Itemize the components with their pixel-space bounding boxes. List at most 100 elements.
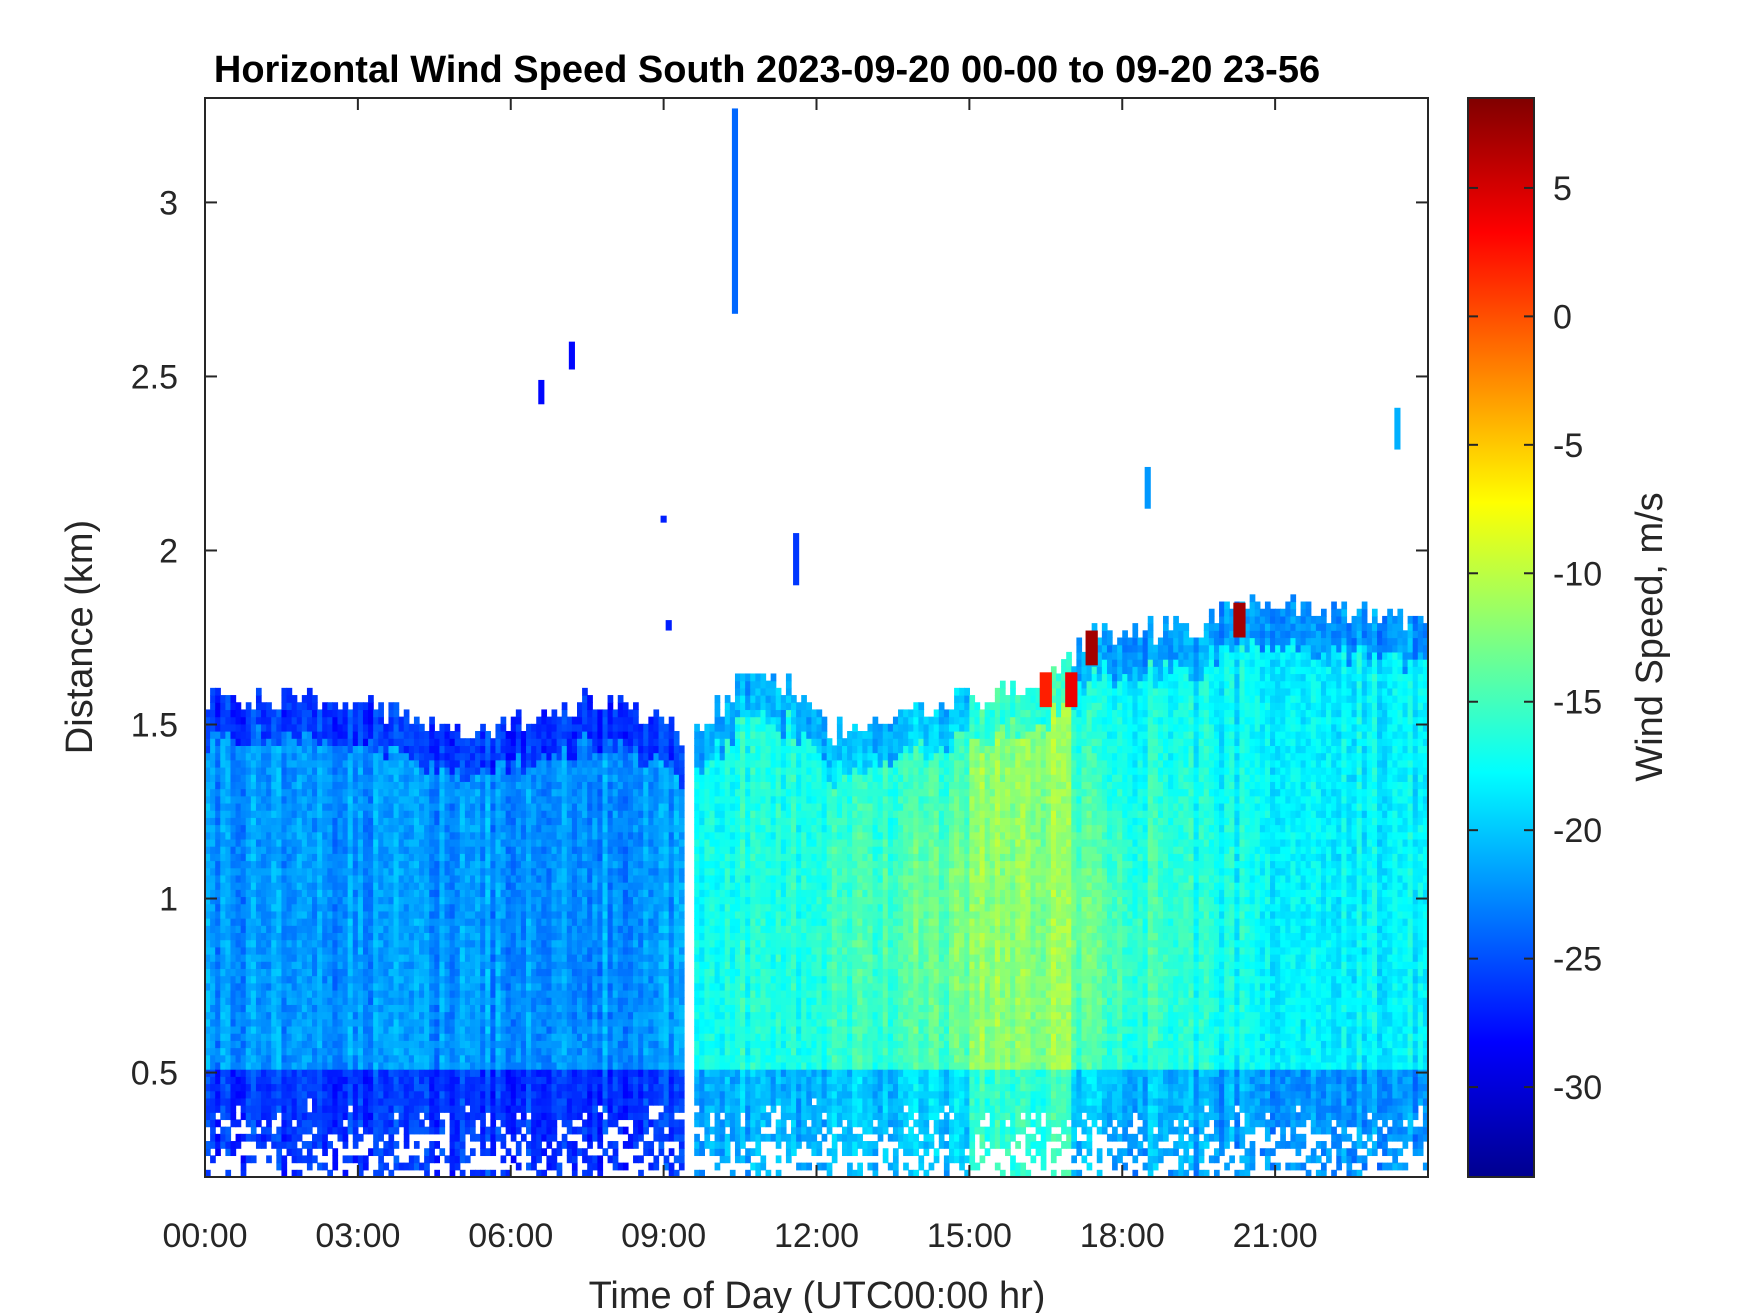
heatmap-cell (510, 1083, 517, 1092)
heatmap-cell (592, 989, 598, 998)
heatmap-cell (490, 795, 497, 804)
heatmap-cell (526, 975, 532, 984)
heatmap-cell (388, 810, 395, 818)
heatmap-cell (347, 774, 354, 782)
heatmap-cell (582, 766, 588, 775)
heatmap-cell (546, 817, 553, 826)
heatmap-cell (520, 738, 527, 746)
heatmap-cell (531, 838, 537, 847)
heatmap-cell (373, 1076, 379, 1085)
heatmap-cell (419, 846, 425, 854)
heatmap-cell (286, 1069, 293, 1077)
heatmap-cell (510, 745, 517, 754)
heatmap-cell (566, 788, 573, 797)
heatmap-cell (317, 989, 323, 998)
heatmap-cell (577, 961, 583, 969)
heatmap-cell (546, 925, 553, 934)
heatmap-cell (515, 1119, 522, 1128)
heatmap-cell (531, 1018, 537, 1027)
heatmap-cell (296, 939, 303, 948)
heatmap-cell (556, 1169, 563, 1177)
heatmap-cell (286, 795, 293, 804)
heatmap-cell (398, 954, 405, 962)
heatmap-cell (322, 788, 328, 797)
heatmap-cell (577, 918, 583, 926)
heatmap-cell (357, 745, 364, 754)
heatmap-cell (296, 723, 303, 732)
heatmap-cell (205, 889, 211, 898)
heatmap-cell (383, 817, 390, 826)
heatmap-cell (413, 968, 420, 977)
heatmap-cell (383, 1148, 390, 1157)
heatmap-cell (332, 1162, 339, 1171)
heatmap-cell (291, 925, 298, 934)
heatmap-cell (250, 1004, 257, 1013)
heatmap-cell (510, 903, 517, 912)
heatmap-cell (612, 932, 619, 941)
heatmap-cell (281, 824, 288, 833)
heatmap-cell (480, 731, 486, 739)
heatmap-cell (587, 1162, 593, 1171)
heatmap-cell (337, 1054, 344, 1063)
heatmap-cell (261, 774, 267, 782)
heatmap-cell (597, 1155, 604, 1164)
heatmap-cell (475, 824, 481, 833)
heatmap-cell (225, 1011, 232, 1020)
heatmap-cell (220, 766, 226, 775)
heatmap-cell (459, 1083, 466, 1092)
heatmap-cell (424, 932, 430, 941)
heatmap-cell (520, 1119, 527, 1128)
heatmap-cell (424, 838, 430, 847)
heatmap-cell (286, 788, 293, 797)
heatmap-cell (520, 1112, 527, 1121)
heatmap-cell (617, 968, 624, 977)
heatmap-cell (597, 738, 604, 746)
heatmap-cell (475, 975, 481, 984)
heatmap-cell (480, 1033, 486, 1041)
heatmap-cell (490, 1169, 497, 1177)
heatmap-cell (225, 1097, 232, 1106)
heatmap-cell (520, 846, 527, 854)
heatmap-cell (459, 989, 466, 998)
heatmap-cell (398, 759, 405, 768)
heatmap-cell (301, 810, 308, 818)
heatmap-cell (322, 1011, 328, 1020)
heatmap-cell (571, 824, 578, 833)
heatmap-cell (286, 896, 293, 905)
heatmap-cell (383, 723, 390, 732)
heatmap-cell (373, 1133, 379, 1142)
heatmap-cell (434, 989, 441, 998)
heatmap-cell (469, 918, 476, 926)
heatmap-cell (454, 1119, 461, 1128)
heatmap-cell (490, 1090, 497, 1099)
heatmap-cell (607, 939, 614, 948)
heatmap-cell (250, 824, 257, 833)
heatmap-cell (301, 961, 308, 969)
heatmap-cell (510, 1119, 517, 1128)
heatmap-cell (271, 1105, 277, 1113)
heatmap-cell (408, 802, 415, 811)
heatmap-cell (327, 1090, 333, 1099)
heatmap-cell (245, 882, 252, 890)
heatmap-cell (577, 1004, 583, 1013)
heatmap-cell (317, 997, 323, 1005)
heatmap-cell (434, 1004, 441, 1013)
heatmap-cell (480, 932, 486, 941)
heatmap-cell (449, 1162, 456, 1171)
heatmap-cell (490, 752, 497, 761)
heatmap-cell (439, 918, 446, 926)
heatmap-cell (582, 918, 588, 926)
heatmap-cell (347, 817, 354, 826)
heatmap-cell (322, 874, 328, 883)
heatmap-cell (536, 961, 542, 969)
heatmap-cell (571, 1162, 578, 1171)
heatmap-cell (469, 774, 476, 782)
heatmap-cell (398, 896, 405, 905)
heatmap-cell (332, 1155, 339, 1164)
heatmap-cell (413, 788, 420, 797)
heatmap-cell (429, 766, 435, 775)
heatmap-cell (250, 1097, 257, 1106)
heatmap-cell (357, 702, 364, 711)
heatmap-cell (398, 802, 405, 811)
heatmap-cell (332, 1083, 339, 1092)
